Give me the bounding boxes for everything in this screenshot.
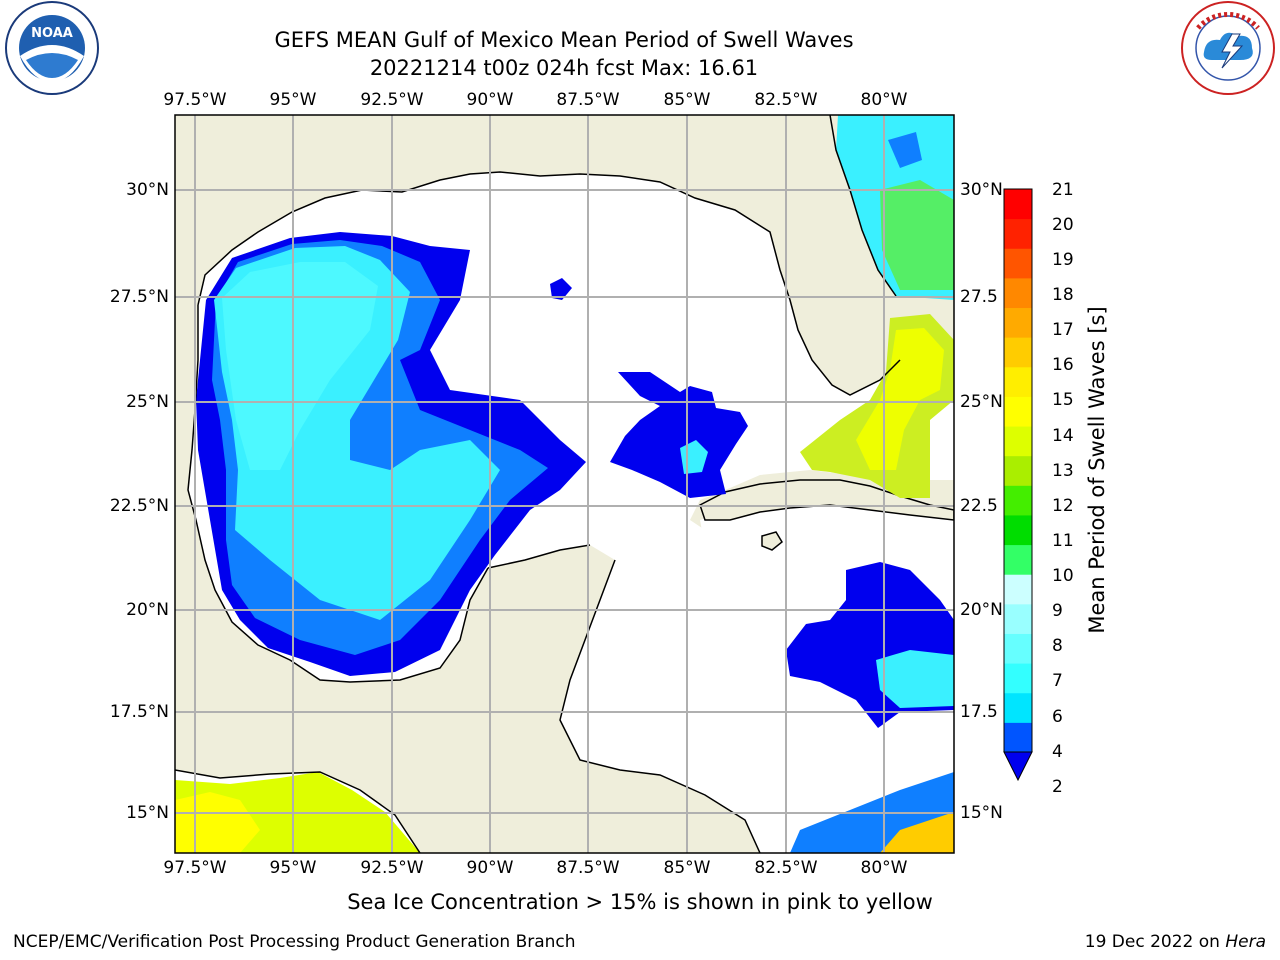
lat-label-left-25n: 25°N — [126, 392, 169, 412]
colorbar-tick-11: 11 — [1052, 531, 1074, 551]
lon-label-bottom-92-5w: 92.5°W — [360, 858, 424, 878]
noaa-logo: NOAA — [5, 1, 99, 95]
colorbar-band — [1004, 722, 1032, 753]
colorbar-frame — [1003, 188, 1033, 753]
swell-field-loop-current — [550, 278, 572, 300]
colorbar-band — [1004, 337, 1032, 368]
noaa-logo-text: NOAA — [31, 26, 73, 41]
colorbar-tick-9: 9 — [1052, 601, 1063, 621]
isla-de-la-juventud — [761, 531, 783, 551]
colorbar-band — [1004, 218, 1032, 249]
coastline — [175, 115, 901, 853]
colorbar-band — [1004, 396, 1032, 427]
lon-label-top-90w: 90°W — [466, 90, 514, 110]
lat-label-right-17-5: 17.5 — [960, 702, 998, 722]
colorbar-band — [1004, 248, 1032, 279]
colorbar-tick-12: 12 — [1052, 496, 1074, 516]
nws-logo — [1181, 1, 1275, 95]
lon-label-top-95w: 95°W — [269, 90, 317, 110]
swell-field-atlantic-north-green — [880, 180, 954, 290]
colorbar-tick-7: 7 — [1052, 671, 1063, 691]
lon-label-top-87-5w: 87.5°W — [556, 90, 620, 110]
graticule — [175, 115, 954, 853]
colorbar-band — [1004, 514, 1032, 546]
lat-label-left-17-5n: 17.5°N — [109, 702, 169, 722]
colorbar-tick-6: 6 — [1052, 707, 1063, 727]
sea-ice-note: Sea Ice Concentration > 15% is shown in … — [347, 890, 933, 914]
map-frame — [174, 114, 955, 854]
map-panel — [174, 114, 955, 854]
map-title: GEFS MEAN Gulf of Mexico Mean Period of … — [274, 28, 854, 52]
swell-field-caribbean-south-orange — [880, 812, 954, 853]
colorbar-tick-19: 19 — [1052, 250, 1074, 270]
lat-label-left-22-5n: 22.5°N — [109, 496, 169, 516]
colorbar-band — [1004, 574, 1032, 605]
lat-label-right-30n: 30°N — [960, 180, 1003, 200]
colorbar-tick-14: 14 — [1052, 426, 1074, 446]
footer-date-text: 19 Dec 2022 on — [1084, 932, 1226, 952]
lon-label-bottom-90w: 90°W — [466, 858, 514, 878]
lat-label-left-20n: 20°N — [126, 600, 169, 620]
lon-label-top-92-5w: 92.5°W — [360, 90, 424, 110]
colorbar-band — [1004, 633, 1032, 664]
footer-machine-name: Hera — [1225, 932, 1266, 952]
colorbar-band — [1004, 426, 1032, 457]
colorbar-band — [1004, 366, 1032, 397]
lat-label-right-20n: 20°N — [960, 600, 1003, 620]
colorbar-band — [1004, 692, 1032, 723]
lat-label-right-15n: 15°N — [960, 803, 1003, 823]
lon-label-top-85w: 85°W — [663, 90, 711, 110]
colorbar-tick-10: 10 — [1052, 566, 1074, 586]
colorbar-tick-21: 21 — [1052, 180, 1074, 200]
cuba-land — [699, 479, 954, 521]
footer-credit: NCEP/EMC/Verification Post Processing Pr… — [13, 932, 576, 952]
lat-label-right-25n: 25°N — [960, 392, 1003, 412]
colorbar — [1003, 188, 1033, 782]
swell-field-atlantic-north-blue — [888, 132, 922, 168]
lon-label-top-80w: 80°W — [860, 90, 908, 110]
colorbar-band — [1004, 455, 1032, 486]
colorbar-label: Mean Period of Swell Waves [s] — [1085, 306, 1109, 634]
swell-field-west-gulf-inner — [222, 262, 378, 470]
colorbar-band — [1004, 307, 1032, 338]
colorbar-tick-13: 13 — [1052, 461, 1074, 481]
lon-label-top-82-5w: 82.5°W — [754, 90, 818, 110]
map-subtitle: 20221214 t00z 024h fcst Max: 16.61 — [369, 56, 759, 80]
lat-label-left-15n: 15°N — [126, 803, 169, 823]
colorbar-tick-2: 2 — [1052, 777, 1063, 797]
colorbar-band — [1004, 603, 1032, 634]
lat-label-right-27-5: 27.5 — [960, 287, 998, 307]
colorbar-band — [1004, 544, 1032, 575]
swell-field-caribbean-core — [876, 650, 954, 708]
colorbar-band — [1004, 277, 1032, 309]
colorbar-band — [1004, 663, 1032, 694]
colorbar-band — [1004, 189, 1032, 220]
swell-field-straits-yellow — [856, 328, 944, 470]
lon-label-bottom-80w: 80°W — [860, 858, 908, 878]
lon-label-bottom-97-5w: 97.5°W — [163, 858, 227, 878]
lat-label-left-30n: 30°N — [126, 180, 169, 200]
swell-field-pacific-yellow — [175, 792, 260, 853]
lon-label-bottom-95w: 95°W — [269, 858, 317, 878]
colorbar-extend-arrow — [1003, 751, 1033, 782]
colorbar-tick-17: 17 — [1052, 320, 1074, 340]
lat-label-left-27-5n: 27.5°N — [109, 287, 169, 307]
colorbar-tick-4: 4 — [1052, 742, 1063, 762]
colorbar-tick-18: 18 — [1052, 285, 1074, 305]
lon-label-bottom-82-5w: 82.5°W — [754, 858, 818, 878]
lon-label-top-97-5w: 97.5°W — [163, 90, 227, 110]
lat-label-right-22-5: 22.5 — [960, 496, 998, 516]
colorbar-tick-16: 16 — [1052, 355, 1074, 375]
colorbar-tick-8: 8 — [1052, 636, 1063, 656]
colorbar-tick-20: 20 — [1052, 215, 1074, 235]
lon-label-bottom-87-5w: 87.5°W — [556, 858, 620, 878]
swell-field-central-gulf — [610, 372, 748, 498]
colorbar-band — [1004, 485, 1032, 516]
lon-label-bottom-85w: 85°W — [663, 858, 711, 878]
colorbar-tick-15: 15 — [1052, 390, 1074, 410]
footer-date: 19 Dec 2022 on Hera — [1085, 932, 1266, 952]
